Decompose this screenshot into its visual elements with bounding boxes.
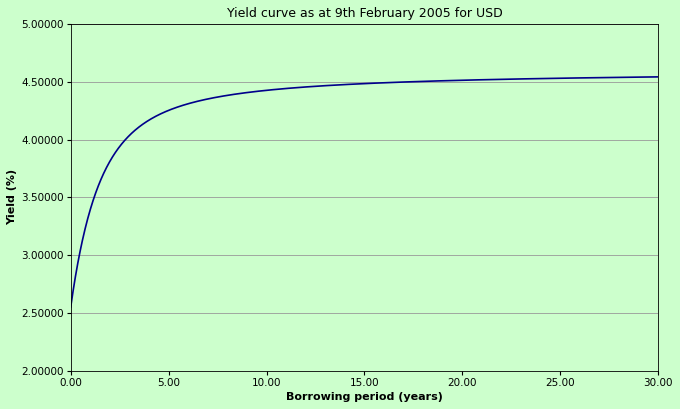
Title: Yield curve as at 9th February 2005 for USD: Yield curve as at 9th February 2005 for … [226,7,503,20]
X-axis label: Borrowing period (years): Borrowing period (years) [286,392,443,402]
Y-axis label: Yield (%): Yield (%) [7,169,17,225]
